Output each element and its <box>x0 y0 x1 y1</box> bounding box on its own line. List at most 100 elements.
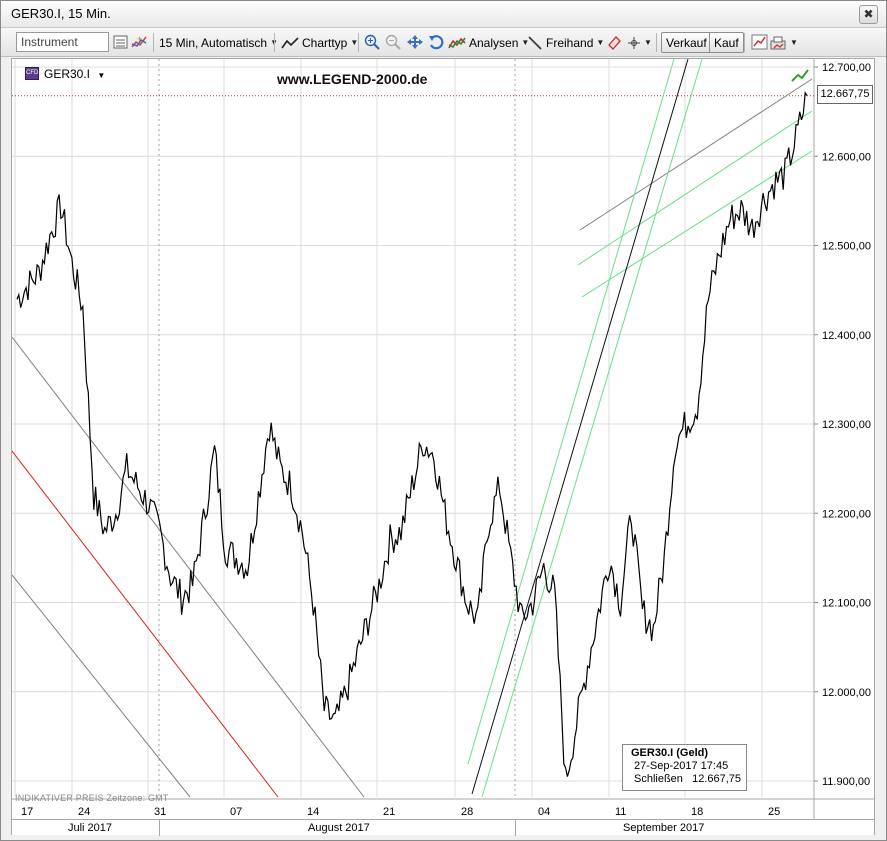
toolbar-divider <box>358 33 359 52</box>
line-chart-icon <box>281 36 299 48</box>
x-tick-label: 31 <box>154 806 166 818</box>
eraser-icon <box>608 36 621 50</box>
crosshair-dropdown[interactable]: ▼ <box>627 32 652 53</box>
window-title: GER30.I, 15 Min. <box>11 6 111 21</box>
zoom-in-icon <box>364 34 380 50</box>
print-dropdown[interactable]: ▼ <box>769 32 798 53</box>
toolbar-divider <box>656 33 657 52</box>
instrument-label: GER30.I <box>44 67 91 81</box>
freihand-dropdown[interactable]: Freihand ▼ <box>528 32 604 53</box>
draw-line-icon <box>528 35 542 50</box>
interval-dropdown[interactable]: 15 Min, Automatisch▼ <box>159 32 278 53</box>
x-tick-label: 14 <box>307 806 319 818</box>
charttype-dropdown[interactable]: Charttyp ▼ <box>281 32 358 53</box>
month-divider <box>159 820 160 836</box>
uptrend-line-green-b <box>481 59 703 798</box>
x-tick-label: 17 <box>21 806 33 818</box>
y-tick-label: 12.500,00 <box>822 241 871 253</box>
y-tick-label: 12.400,00 <box>822 330 871 342</box>
info-close-label: Schließen <box>634 773 683 785</box>
analysen-dropdown[interactable]: Analysen ▼ <box>448 32 529 53</box>
right-margin <box>876 58 886 835</box>
indicative-price-note: INDIKATIVER PREIS Zeitzone: GMT <box>15 793 169 803</box>
chart-canvas[interactable]: 12.700,00 12.600,00 12.500,00 12.400,00 12.3… <box>12 59 874 819</box>
chart-settings-icon[interactable] <box>749 32 769 52</box>
info-close: Schließen 12.667,75 <box>634 773 746 786</box>
channel-bottom-line <box>581 150 813 298</box>
chart-settings-icon <box>751 34 767 50</box>
y-tick-label: 12.600,00 <box>822 151 871 163</box>
close-icon[interactable]: ✖ <box>859 5 878 24</box>
chart-toolbar: Instrument + 15 Min, Automatisch▼ Chartt… <box>1 28 886 57</box>
downtrend-line-lower <box>12 574 191 798</box>
verkauf-label: Verkauf <box>666 35 707 50</box>
instrument-input[interactable]: Instrument <box>16 32 109 52</box>
month-label-august: August 2017 <box>308 822 370 834</box>
x-tick-label: 25 <box>768 806 780 818</box>
compare-chart-icon: + <box>130 34 147 48</box>
month-divider <box>515 820 516 836</box>
x-tick-label: 18 <box>691 806 703 818</box>
uptrend-line-black <box>471 59 689 795</box>
channel-top-line <box>579 78 813 231</box>
move-icon <box>407 35 423 49</box>
interval-label: 15 Min, Automatisch <box>159 35 268 50</box>
downtrend-line-upper <box>12 336 365 798</box>
month-label-september: September 2017 <box>623 822 705 834</box>
y-tick-label: 12.000,00 <box>822 687 871 699</box>
month-axis: Juli 2017 August 2017 September 2017 <box>12 819 874 836</box>
pan-icon[interactable] <box>405 32 425 52</box>
zoom-out-icon[interactable] <box>383 32 403 52</box>
charttype-label: Charttyp <box>302 35 348 50</box>
chevron-down-icon: ▼ <box>521 38 530 47</box>
chevron-down-icon: ▼ <box>596 38 605 47</box>
y-tick-label: 12.300,00 <box>822 419 871 431</box>
info-date: 27-Sep-2017 17:45 <box>634 760 729 772</box>
y-tick-label: 12.100,00 <box>822 598 871 610</box>
svg-text:+: + <box>137 34 142 44</box>
zoom-out-icon <box>385 34 401 50</box>
crosshair-icon <box>628 36 640 49</box>
y-tick-label: 11.900,00 <box>822 776 870 788</box>
add-instrument-icon[interactable]: + <box>129 32 149 52</box>
analysis-icon <box>448 37 466 48</box>
price-info-box: GER30.I (Geld) 27-Sep-2017 17:45 Schließ… <box>622 744 747 791</box>
y-tick-label: 12.200,00 <box>822 508 871 520</box>
x-tick-label: 28 <box>461 806 473 818</box>
chevron-down-icon: ▼ <box>97 71 106 80</box>
analysen-label: Analysen <box>469 35 519 50</box>
support-line-red <box>12 450 279 798</box>
x-tick-label: 11 <box>615 806 626 818</box>
toolbar-divider <box>274 33 275 52</box>
instrument-list-icon[interactable] <box>110 32 130 52</box>
chevron-down-icon: ▼ <box>790 38 798 47</box>
x-tick-label: 21 <box>383 806 395 818</box>
title-bar: GER30.I, 15 Min. ✖ <box>1 1 886 28</box>
instrument-placeholder: Instrument <box>21 35 78 49</box>
verkauf-button[interactable]: Verkauf <box>661 32 712 53</box>
price-chart[interactable]: 12.700,00 12.600,00 12.500,00 12.400,00 12.3… <box>11 58 875 836</box>
eraser-icon[interactable] <box>604 32 624 52</box>
instrument-selector[interactable]: GER30.I ▼ <box>44 67 105 81</box>
month-label-july: Juli 2017 <box>68 822 113 834</box>
uptrend-line-green-a <box>467 59 675 765</box>
toolbar-divider <box>744 33 745 52</box>
channel-mid-line <box>577 110 813 266</box>
last-price-badge: 12.667,75 <box>817 85 873 104</box>
y-tick-label: 12.700,00 <box>822 62 871 74</box>
refresh-icon <box>429 34 444 49</box>
chevron-down-icon: ▼ <box>350 38 359 47</box>
price-series-line <box>16 91 808 777</box>
kauf-button[interactable]: Kauf <box>709 32 744 53</box>
refresh-icon[interactable] <box>427 32 447 52</box>
signal-arrow-icon <box>791 69 809 82</box>
print-icon <box>770 36 786 49</box>
x-tick-label: 24 <box>78 806 90 818</box>
toolbar-divider <box>153 33 154 52</box>
info-title: GER30.I (Geld) <box>631 747 709 759</box>
info-close-value: 12.667,75 <box>692 773 742 785</box>
cfd-logo-icon: CFD <box>25 67 39 80</box>
zoom-in-icon[interactable] <box>362 32 382 52</box>
list-icon <box>113 35 127 49</box>
